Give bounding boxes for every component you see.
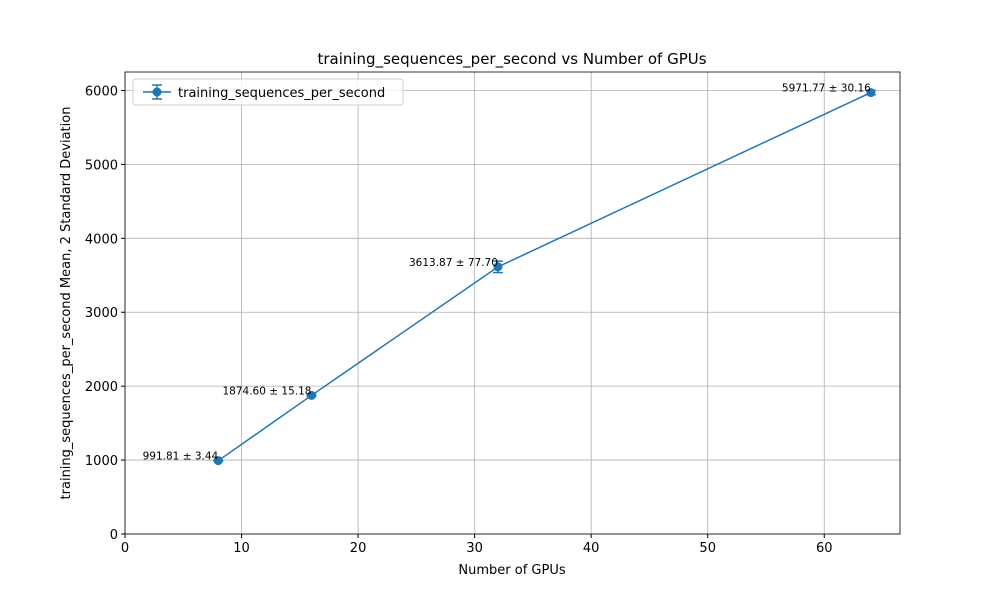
x-tick-label: 30 [466,541,483,556]
x-tick-label: 10 [233,541,250,556]
y-tick-label: 0 [110,528,118,543]
plot-frame [124,71,901,535]
data-label: 1874.60 ± 15.18 [223,385,312,397]
x-tick-label: 60 [816,541,833,556]
legend-frame [132,78,404,106]
legend-label: training_sequences_per_second [178,86,385,101]
x-tick-label: 0 [121,541,129,556]
y-tick-label: 1000 [85,454,118,469]
y-tick-label: 6000 [85,84,118,99]
x-axis-label: Number of GPUs [458,563,565,578]
data-point [213,456,223,466]
data-point [306,390,316,400]
x-tick-label: 20 [350,541,367,556]
series-line [217,91,872,462]
legend: training_sequences_per_second [132,78,404,106]
data-point [866,88,876,98]
y-axis-label: training_sequences_per_second Mean, 2 St… [59,107,74,500]
data-label: 5971.77 ± 30.16 [782,83,871,95]
data-label: 3613.87 ± 77.70 [409,257,498,269]
y-tick-label: 5000 [85,158,118,173]
x-tick-label: 40 [583,541,600,556]
legend-marker [152,87,162,97]
y-tick-label: 4000 [85,232,118,247]
data-label: 991.81 ± 3.44 [143,451,219,463]
chart-title: training_sequences_per_second vs Number … [317,50,706,69]
data-point [493,262,503,272]
x-tick-label: 50 [699,541,716,556]
y-tick-label: 2000 [85,380,118,395]
y-tick-label: 3000 [85,306,118,321]
